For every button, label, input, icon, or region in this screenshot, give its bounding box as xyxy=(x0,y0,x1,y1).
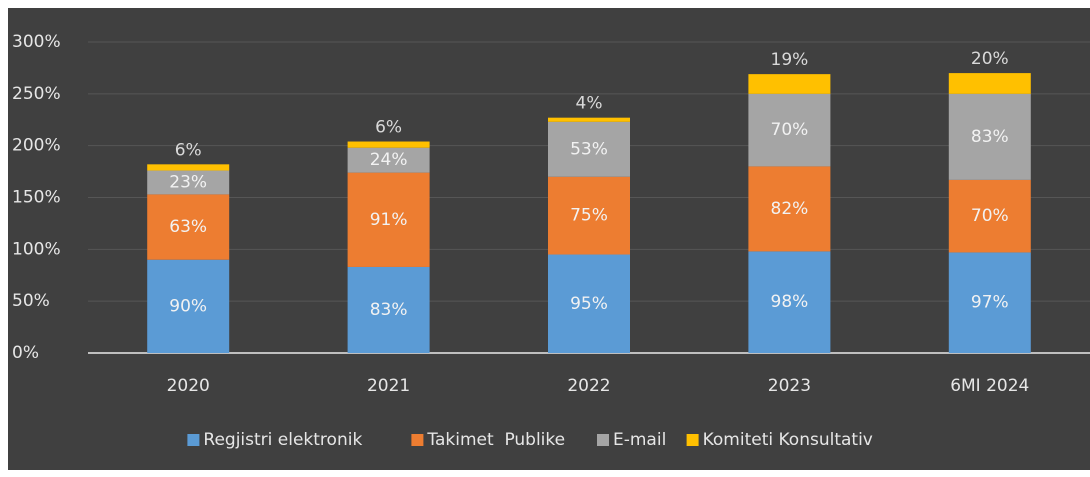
data-label: 83% xyxy=(971,127,1009,147)
data-label: 83% xyxy=(370,300,408,320)
bar-segment xyxy=(347,147,430,173)
y-tick-label: 0% xyxy=(12,343,39,363)
bar-segment xyxy=(548,117,630,122)
data-label: 98% xyxy=(771,292,809,312)
legend-swatch xyxy=(187,434,200,446)
y-tick-label: 100% xyxy=(12,239,61,259)
data-label: 75% xyxy=(570,206,608,226)
x-tick-label: 2020 xyxy=(167,376,210,396)
legend-swatch xyxy=(411,434,424,446)
legend-label: Takimet Publike xyxy=(426,430,565,450)
y-tick-label: 150% xyxy=(12,188,61,208)
legend-swatch xyxy=(686,434,699,446)
data-label: 63% xyxy=(169,217,207,237)
data-label: 19% xyxy=(771,50,809,70)
y-tick-label: 300% xyxy=(12,32,61,52)
data-label: 70% xyxy=(771,120,809,140)
bar-segment xyxy=(347,141,430,148)
y-tick-label: 250% xyxy=(12,84,61,104)
legend-label: E-mail xyxy=(613,430,666,450)
bar-segment xyxy=(948,73,1031,94)
bar-segment xyxy=(548,176,630,255)
bar-segment xyxy=(748,93,831,167)
bar-segment xyxy=(147,164,230,171)
bar-segment xyxy=(948,252,1031,353)
data-label: 97% xyxy=(971,293,1009,313)
bar-segment xyxy=(948,93,1031,180)
bar-segment xyxy=(147,194,230,260)
data-label: 20% xyxy=(971,49,1009,69)
data-label: 24% xyxy=(370,150,408,170)
data-label: 91% xyxy=(370,210,408,230)
bar-segment xyxy=(748,74,831,94)
data-label: 4% xyxy=(576,94,603,114)
data-label: 70% xyxy=(971,206,1009,226)
legend-label: Regjistri elektronik xyxy=(203,430,362,450)
x-tick-label: 2022 xyxy=(567,376,610,396)
data-label: 82% xyxy=(771,199,809,219)
data-label: 6% xyxy=(175,140,202,160)
y-tick-label: 50% xyxy=(12,291,50,311)
bar-segment xyxy=(548,254,630,353)
bar-segment xyxy=(548,121,630,177)
legend-label: Komiteti Konsultativ xyxy=(703,430,873,450)
bar-segment xyxy=(347,172,430,267)
data-label: 6% xyxy=(375,118,402,138)
data-label: 90% xyxy=(169,296,207,316)
y-tick-label: 200% xyxy=(12,136,61,156)
bar-segment xyxy=(147,259,230,353)
x-tick-label: 2023 xyxy=(768,376,811,396)
data-label: 95% xyxy=(570,294,608,314)
bar-segment xyxy=(748,166,831,252)
bar-segment xyxy=(147,170,230,195)
bar-segment xyxy=(347,266,430,353)
bar-segment xyxy=(948,179,1031,253)
legend-swatch xyxy=(597,434,609,446)
x-tick-label: 2021 xyxy=(367,376,410,396)
x-tick-label: 6MI 2024 xyxy=(950,376,1029,396)
bar-segment xyxy=(748,251,831,353)
data-label: 23% xyxy=(169,172,207,192)
data-label: 53% xyxy=(570,139,608,159)
